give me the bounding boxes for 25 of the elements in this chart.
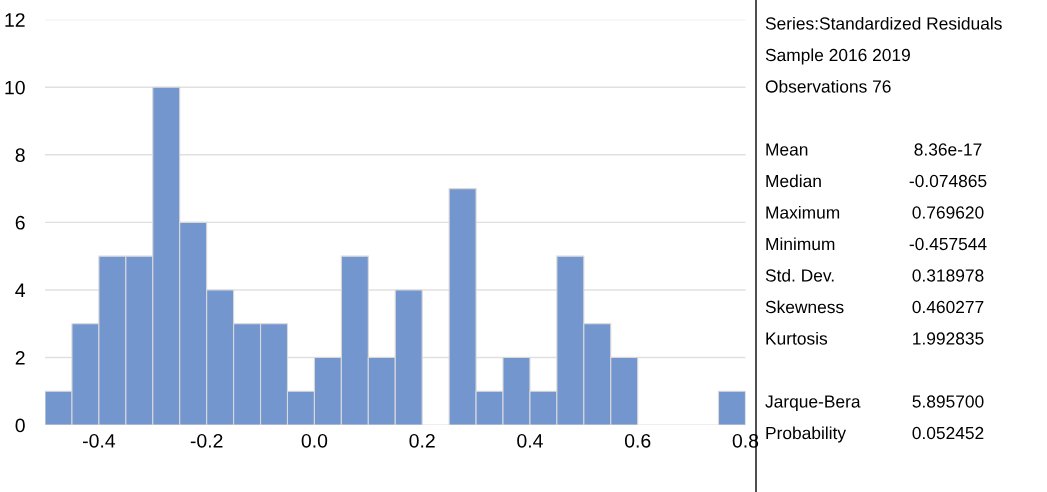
text: Median -0.074865 — [766, 174, 987, 188]
x-tick-label: -0.4 — [83, 433, 116, 448]
y-tick-label: 10 — [5, 80, 25, 95]
text: Maximum 0.769620 — [766, 205, 984, 219]
text: Skewness 0.460277 — [765, 300, 984, 314]
y-tick-label: 12 — [5, 13, 25, 27]
y-tick-label: 8 — [15, 148, 25, 163]
text: Kurtosis 1.992835 — [766, 331, 984, 345]
text: Jarque-Bera 5.895700 — [765, 395, 984, 412]
text: Observations 76 — [765, 79, 891, 93]
text: Probability 0.052452 — [766, 426, 984, 443]
text: Std. Dev. 0.318978 — [765, 268, 984, 282]
text: Mean 8.36e-17 — [766, 143, 982, 156]
text: Series:Standardized Residuals — [765, 16, 1002, 30]
text: Minimum -0.457544 — [766, 237, 987, 251]
x-tick-label: -0.2 — [190, 433, 223, 448]
x-tick-label: 0.6 — [624, 433, 651, 448]
y-tick-label: 6 — [15, 215, 25, 230]
x-tick-label: 0.4 — [517, 433, 543, 448]
x-tick-label: 0.2 — [409, 433, 435, 448]
x-tick-label: 0.0 — [301, 433, 328, 448]
y-tick-label: 0 — [15, 418, 25, 433]
y-tick-label: 4 — [15, 283, 26, 297]
y-tick-label: 2 — [15, 350, 25, 365]
text: Sample 2016 2019 — [765, 48, 910, 65]
